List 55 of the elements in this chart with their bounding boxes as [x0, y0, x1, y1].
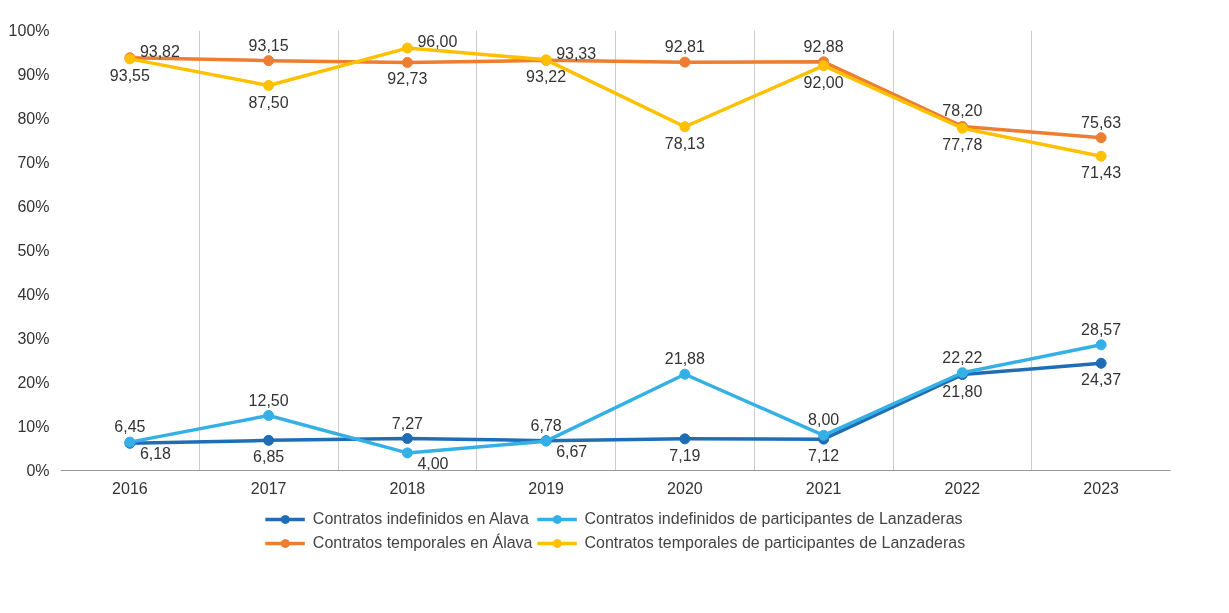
y-tick-label: 60% — [17, 198, 50, 215]
y-tick-label: 80% — [17, 110, 50, 127]
data-label: 6,18 — [139, 445, 172, 463]
data-label: 21,80 — [942, 382, 983, 400]
legend-label: Contratos temporales de participantes de Lanzaderas — [584, 534, 966, 552]
data-label: 71,43 — [1081, 164, 1122, 182]
data-label: 75,63 — [1081, 113, 1122, 131]
data-label: 93,22 — [526, 68, 567, 86]
x-tick-label: 2019 — [528, 479, 565, 497]
data-label: 6,78 — [530, 416, 562, 434]
y-tick-label: 70% — [17, 154, 50, 171]
legend-label: Contratos indefinidos de participantes de Lanzaderas — [584, 510, 963, 528]
y-tick-label: 10% — [17, 418, 50, 435]
data-label: 78,13 — [664, 134, 705, 152]
y-tick-label: 20% — [17, 374, 50, 391]
legend-label: Contratos temporales en Álava — [312, 534, 533, 552]
data-label: 12,50 — [248, 391, 289, 409]
data-label: 93,15 — [248, 36, 289, 54]
data-label: 6,45 — [114, 418, 146, 436]
y-tick-label: 30% — [17, 330, 50, 347]
data-label: 93,82 — [139, 42, 181, 60]
data-label: 6,67 — [556, 443, 588, 461]
data-label: 7,27 — [391, 414, 424, 432]
x-tick-label: 2016 — [112, 479, 148, 497]
data-label: 92,73 — [387, 70, 428, 88]
x-tick-label: 2017 — [250, 479, 287, 497]
data-label: 8,00 — [808, 411, 840, 429]
data-label: 6,85 — [253, 448, 285, 466]
x-tick-label: 2021 — [805, 479, 842, 497]
data-label: 96,00 — [417, 33, 458, 51]
y-tick-label: 100% — [8, 22, 50, 39]
y-tick-label: 0% — [26, 462, 50, 479]
data-label: 7,12 — [808, 447, 840, 465]
data-label: 77,78 — [942, 136, 983, 154]
x-tick-label: 2023 — [1083, 479, 1120, 497]
data-label: 93,55 — [109, 66, 150, 84]
data-label: 78,20 — [942, 102, 983, 120]
x-tick-label: 2018 — [389, 479, 426, 497]
x-tick-label: 2022 — [944, 479, 981, 497]
y-tick-label: 40% — [17, 286, 50, 303]
data-label: 92,88 — [803, 37, 844, 55]
data-label: 87,50 — [248, 93, 289, 111]
data-label: 4,00 — [417, 454, 449, 472]
data-label: 24,37 — [1081, 371, 1122, 389]
data-label: 22,22 — [942, 348, 983, 366]
legend-label: Contratos indefinidos en Alava — [312, 510, 529, 528]
data-label: 21,88 — [664, 350, 705, 368]
x-tick-label: 2020 — [667, 479, 703, 497]
y-tick-label: 90% — [17, 66, 50, 83]
data-label: 92,00 — [803, 73, 844, 91]
data-label: 7,19 — [669, 446, 701, 464]
data-label: 28,57 — [1081, 320, 1122, 338]
y-tick-label: 50% — [17, 242, 50, 259]
data-label: 92,81 — [664, 38, 705, 56]
data-label: 93,33 — [556, 44, 597, 62]
